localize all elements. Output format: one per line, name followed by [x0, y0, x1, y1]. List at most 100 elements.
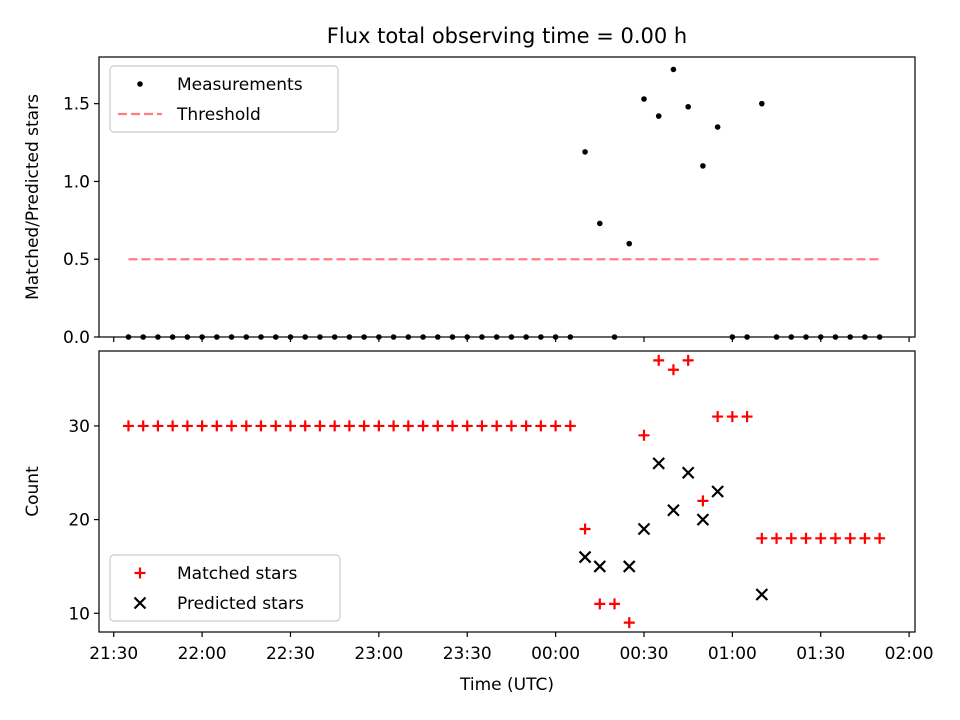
top-dot-point [626, 240, 633, 247]
bottom-axes-frame [98, 350, 916, 633]
top-dot-point [582, 149, 588, 155]
top-legend-label: Measurements [177, 75, 303, 95]
bottom-y-tick-label: 10 [68, 604, 90, 624]
bottom-plus-point [638, 429, 650, 441]
top-y-tick-label: 1.5 [63, 95, 90, 115]
bottom-plus-point [697, 495, 709, 507]
x-tick-label: 22:30 [266, 644, 315, 664]
x-tick-label: 00:30 [619, 644, 668, 664]
top-dot-point [670, 66, 677, 73]
x-tick-label: 23:30 [443, 644, 492, 664]
x-tick-label: 01:00 [708, 644, 757, 664]
bottom-x-point [696, 513, 710, 526]
bottom-series-0 [122, 354, 886, 629]
bottom-legend-box [109, 554, 341, 622]
top-axes-frame [98, 56, 916, 338]
bottom-plus-point [255, 420, 267, 432]
bottom-plus-point [196, 420, 208, 432]
bottom-plus-point [623, 617, 635, 629]
bottom-plus-point [226, 420, 238, 432]
bottom-plus-point [844, 532, 856, 544]
top-panel: 0.0 0.5 1.0 1.5 Matched/Predicted stars Measu… [23, 56, 916, 348]
bottom-plus-point [741, 411, 753, 423]
bottom-plus-point [447, 420, 459, 432]
top-dot-point [655, 113, 662, 119]
bottom-plus-point [800, 532, 812, 544]
bottom-plus-point [520, 420, 532, 432]
bottom-plus-point [314, 420, 326, 432]
bottom-plus-point [579, 523, 591, 535]
top-legend: Measurements Threshold [109, 65, 339, 133]
top-y-tick-label: 0.5 [63, 250, 90, 270]
bottom-plus-point [152, 420, 164, 432]
bottom-legend-label: Matched stars [177, 564, 297, 584]
bottom-x-point [667, 503, 680, 517]
legend-dot-key [137, 81, 143, 87]
bottom-x-point [637, 522, 651, 536]
bottom-plus-point [461, 420, 473, 432]
top-y-axis-label: Matched/Predicted stars [23, 94, 43, 300]
bottom-plus-point [829, 532, 841, 544]
bottom-plus-point [505, 420, 517, 432]
bottom-plus-point [609, 598, 621, 610]
top-dot-point [700, 163, 706, 169]
bottom-plus-point [343, 420, 355, 432]
top-legend-label: Threshold [176, 105, 261, 125]
top-dot-point [759, 100, 765, 107]
bottom-legend: Matched stars Predicted stars [109, 554, 341, 622]
bottom-plus-point [476, 420, 488, 432]
bottom-plus-point [874, 532, 886, 544]
bottom-x-point [622, 560, 636, 573]
bottom-panel: 10 20 30 21:30 22:00 22:30 23:00 23:30 00:00 00:3… [23, 350, 934, 695]
bottom-plus-point [756, 532, 768, 544]
bottom-y-tick-label: 20 [68, 511, 90, 531]
bottom-series-1 [578, 457, 769, 601]
bottom-plus-point [299, 420, 311, 432]
x-tick-label: 01:30 [796, 644, 845, 664]
bottom-plus-point [564, 420, 576, 432]
bottom-x-point [711, 485, 724, 498]
bottom-plus-point [594, 598, 606, 610]
bottom-plus-point [417, 420, 429, 432]
chart-title: Flux total observing time = 0.00 h [327, 24, 687, 48]
x-tick-label: 02:00 [885, 644, 934, 664]
bottom-y-tick-label: 30 [68, 417, 90, 437]
bottom-plus-point [432, 420, 444, 432]
bottom-x-point [652, 457, 665, 470]
top-dot-point [685, 103, 691, 110]
bottom-plus-point [550, 420, 562, 432]
x-tick-label: 22:00 [178, 644, 227, 664]
bottom-plus-point [653, 354, 665, 366]
bottom-x-point [755, 588, 769, 601]
bottom-plus-point [682, 354, 694, 366]
bottom-plus-point [785, 532, 797, 544]
bottom-plus-point [211, 420, 223, 432]
top-y-tick-label: 0.0 [63, 328, 90, 348]
bottom-x-point [578, 550, 592, 564]
bottom-plus-point [167, 420, 179, 432]
bottom-plus-point [373, 420, 385, 432]
bottom-plus-point [726, 411, 738, 423]
top-legend-box [109, 65, 339, 133]
top-dot-point [596, 220, 603, 227]
x-tick-label: 00:00 [531, 644, 580, 664]
x-tick-label: 21:30 [89, 644, 138, 664]
bottom-y-axis-label: Count [23, 466, 43, 517]
bottom-plus-point [402, 420, 414, 432]
legend-x-key [133, 596, 147, 610]
bottom-plus-point [667, 364, 679, 376]
top-dot-point [714, 124, 721, 130]
bottom-plus-point [859, 532, 871, 544]
x-axis-label: Time (UTC) [459, 675, 554, 695]
bottom-plus-point [270, 420, 282, 432]
legend-plus-key [134, 567, 146, 579]
bottom-plus-point [815, 532, 827, 544]
bottom-plus-point [712, 411, 724, 423]
bottom-legend-label: Predicted stars [177, 594, 304, 614]
bottom-x-point [593, 560, 607, 573]
bottom-plus-point [329, 420, 341, 432]
top-y-tick-label: 1.0 [63, 172, 90, 192]
bottom-plus-point [284, 420, 296, 432]
bottom-plus-point [122, 420, 134, 432]
